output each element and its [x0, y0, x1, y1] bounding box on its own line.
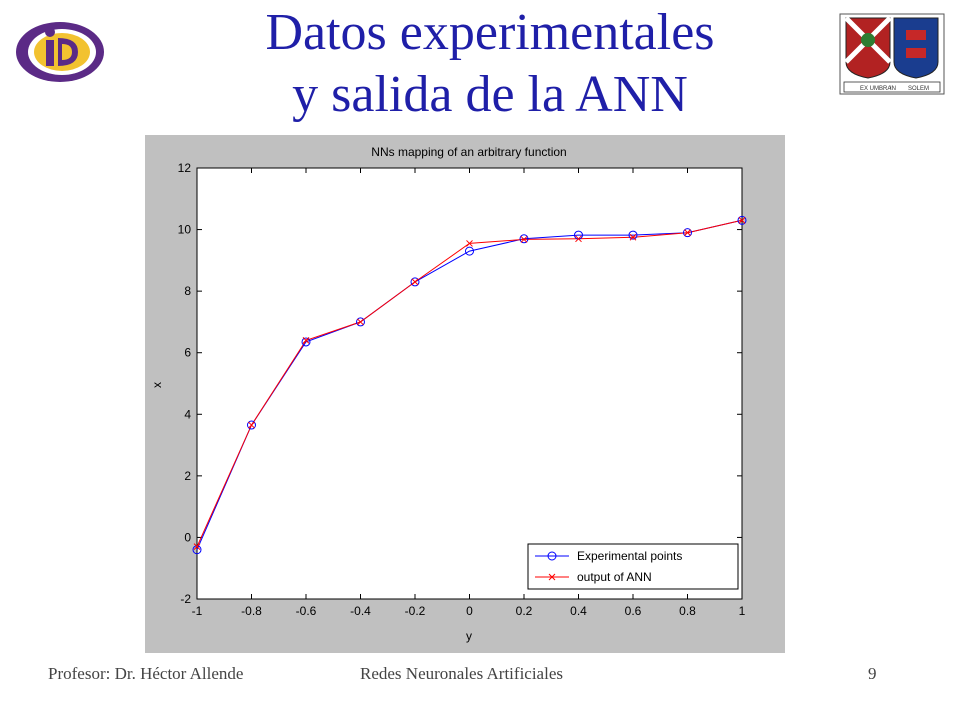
series-line-experimental	[196, 219, 743, 550]
y-tick-label: 10	[178, 223, 192, 237]
legend: Experimental points output of ANN	[527, 543, 739, 590]
university-crest-icon: EX UMBRA IN SOLEM	[839, 13, 945, 95]
page-number: 9	[868, 664, 877, 683]
institute-logo-icon	[16, 22, 104, 82]
data-point-experimental	[628, 230, 638, 240]
data-point-experimental	[410, 277, 420, 287]
x-tick-label: -0.8	[241, 604, 262, 618]
crest-motto-3: SOLEM	[908, 86, 929, 92]
chart-title: NNs mapping of an arbitrary function	[371, 145, 566, 159]
x-tick-label: 0.8	[679, 604, 696, 618]
data-point-experimental	[465, 246, 474, 256]
series-layer	[192, 215, 747, 555]
data-point-experimental	[737, 215, 747, 225]
data-point-ann	[302, 337, 310, 344]
x-tick-label: 0.2	[516, 604, 533, 618]
data-point-ann	[193, 543, 201, 551]
legend-marker-experimental	[547, 551, 557, 561]
data-point-ann	[411, 278, 419, 286]
data-point-ann	[738, 216, 746, 224]
footer-author: Profesor: Dr. Héctor Allende	[48, 664, 244, 683]
title-line-1: Datos experimentales	[265, 4, 715, 61]
data-point-experimental	[683, 228, 692, 238]
x-tick-label: 0.6	[625, 604, 642, 618]
y-ticks: -2 0 2 4 6 8 10 12	[178, 161, 742, 606]
chart-figure: NNs mapping of an arbitrary function y x…	[145, 135, 785, 653]
x-tick-label: -0.4	[350, 604, 371, 618]
y-tick-label: -2	[180, 592, 191, 606]
y-tick-label: 6	[184, 346, 191, 360]
legend-label-ann: output of ANN	[577, 570, 652, 584]
x-tick-label: 0	[466, 604, 473, 618]
data-point-ann	[248, 421, 255, 429]
institute-logo	[12, 12, 112, 92]
legend-marker-ann	[548, 573, 556, 581]
data-point-experimental	[519, 234, 529, 244]
data-point-ann	[466, 240, 473, 247]
data-point-ann	[629, 233, 637, 241]
data-point-ann	[575, 235, 582, 243]
y-axis-label: x	[150, 382, 164, 388]
data-point-ann	[684, 229, 691, 237]
slide-title: Datos experimentales y salida de la ANN	[160, 2, 820, 126]
legend-label-experimental: Experimental points	[577, 549, 682, 563]
y-tick-label: 0	[184, 530, 191, 544]
x-ticks: -1 -0.8 -0.6 -0.4 -0.2 0 0.2 0.4 0.6 0.8 1	[192, 168, 746, 618]
data-point-experimental	[301, 337, 311, 347]
y-tick-label: 12	[178, 161, 192, 175]
x-tick-label: -0.6	[296, 604, 317, 618]
y-tick-label: 2	[184, 469, 191, 483]
data-point-experimental	[192, 545, 202, 555]
plot-area	[196, 167, 743, 600]
x-tick-label: -1	[192, 604, 203, 618]
x-tick-label: -0.2	[405, 604, 426, 618]
university-crest: EX UMBRA IN SOLEM	[838, 12, 946, 96]
crest-motto-1: EX UMBRA	[860, 86, 891, 92]
y-tick-label: 4	[184, 407, 191, 421]
chart-svg: NNs mapping of an arbitrary function y x…	[145, 135, 785, 653]
crest-motto-2: IN	[890, 86, 896, 92]
data-point-experimental	[247, 420, 256, 430]
data-point-ann	[520, 236, 528, 243]
legend-box	[527, 543, 739, 590]
data-point-ann	[357, 318, 364, 326]
x-tick-label: 1	[739, 604, 746, 618]
footer-course: Redes Neuronales Artificiales	[360, 664, 563, 683]
title-line-2: y salida de la ANN	[292, 66, 688, 123]
x-tick-label: 0.4	[570, 604, 587, 618]
data-point-experimental	[356, 317, 365, 327]
y-tick-label: 8	[184, 284, 191, 298]
x-axis-label: y	[466, 629, 472, 643]
